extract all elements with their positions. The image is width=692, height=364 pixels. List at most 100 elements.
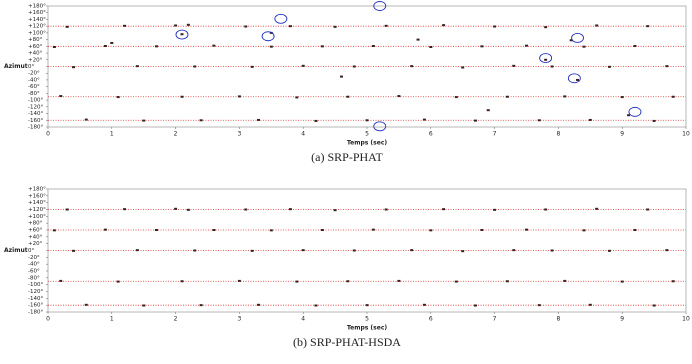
y-tick-label: -80° bbox=[28, 91, 40, 97]
x-tick-label: 9 bbox=[620, 316, 624, 323]
highlight bbox=[175, 29, 189, 40]
y-tick-label: -160° bbox=[28, 118, 43, 124]
x-tick-label: 7 bbox=[493, 131, 497, 138]
y-tick-label: -120° bbox=[28, 104, 43, 110]
y-tick-label: -180° bbox=[28, 310, 43, 316]
point bbox=[550, 65, 554, 68]
highlight bbox=[373, 121, 387, 132]
point bbox=[346, 280, 350, 283]
y-tick-label: -40° bbox=[28, 262, 40, 268]
y-tick-label: -100° bbox=[28, 98, 43, 104]
point bbox=[620, 280, 624, 283]
point bbox=[212, 44, 216, 47]
point bbox=[454, 96, 458, 99]
point bbox=[486, 109, 490, 112]
point bbox=[563, 95, 567, 98]
point bbox=[237, 279, 241, 282]
point bbox=[646, 208, 650, 211]
point bbox=[72, 66, 76, 69]
point bbox=[154, 45, 158, 48]
x-tick-label: 8 bbox=[556, 316, 560, 323]
point bbox=[665, 65, 669, 68]
point bbox=[505, 280, 509, 283]
x-tick-label: 2 bbox=[174, 316, 178, 323]
point bbox=[123, 24, 127, 27]
point bbox=[582, 45, 586, 48]
point bbox=[505, 95, 509, 98]
y-tick-label: -20° bbox=[28, 255, 40, 261]
caption: (a) SRP-PHAT bbox=[311, 150, 383, 164]
x-tick-label: 3 bbox=[237, 131, 241, 138]
point bbox=[537, 119, 541, 122]
y-tick-label: +100° bbox=[28, 30, 46, 36]
point bbox=[52, 229, 56, 232]
y-tick-label: -160° bbox=[28, 303, 43, 309]
point bbox=[352, 249, 356, 252]
y-tick-label: +160° bbox=[28, 193, 46, 199]
y-tick-label: +40° bbox=[28, 234, 43, 240]
point bbox=[103, 44, 107, 47]
point bbox=[544, 58, 548, 61]
point bbox=[65, 208, 69, 211]
point bbox=[199, 119, 203, 122]
point bbox=[180, 280, 184, 283]
point bbox=[135, 65, 139, 68]
y-axis-label: Azimut bbox=[4, 63, 28, 70]
point bbox=[371, 228, 375, 231]
y-tick-label: +120° bbox=[28, 207, 46, 213]
point bbox=[123, 208, 127, 211]
point bbox=[65, 25, 69, 28]
point bbox=[365, 119, 369, 122]
y-tick-label: -120° bbox=[28, 289, 43, 295]
point bbox=[544, 26, 548, 29]
x-axis-label: Temps (sec) bbox=[347, 325, 388, 332]
point bbox=[186, 23, 190, 26]
y-tick-label: +100° bbox=[28, 214, 46, 220]
point bbox=[525, 44, 528, 47]
point bbox=[473, 304, 477, 307]
point bbox=[480, 45, 484, 48]
point bbox=[512, 64, 516, 67]
point bbox=[295, 96, 299, 99]
highlight bbox=[274, 13, 288, 24]
point bbox=[333, 25, 337, 28]
point bbox=[512, 249, 516, 252]
point bbox=[244, 25, 248, 28]
x-tick-label: 6 bbox=[429, 316, 433, 323]
x-tick-label: 6 bbox=[429, 131, 433, 138]
y-tick-label: 0° bbox=[28, 64, 34, 70]
point bbox=[569, 39, 573, 42]
point bbox=[295, 280, 299, 283]
point bbox=[193, 65, 197, 68]
x-tick-label: 5 bbox=[365, 131, 369, 138]
x-tick-label: 10 bbox=[682, 316, 690, 323]
x-tick-label: 0 bbox=[46, 131, 50, 138]
point bbox=[288, 208, 292, 211]
point bbox=[269, 45, 273, 48]
point bbox=[320, 45, 324, 48]
x-tick-label: 3 bbox=[237, 316, 241, 323]
highlight bbox=[628, 106, 642, 117]
x-axis-label: Temps (sec) bbox=[347, 140, 388, 147]
point bbox=[633, 229, 637, 231]
point bbox=[59, 95, 63, 98]
point bbox=[620, 96, 624, 99]
point bbox=[110, 41, 114, 44]
point bbox=[250, 65, 254, 68]
y-tick-label: -80° bbox=[28, 275, 40, 281]
point bbox=[595, 24, 599, 27]
point bbox=[314, 304, 318, 307]
point bbox=[582, 229, 586, 232]
point bbox=[301, 64, 305, 67]
point bbox=[595, 207, 599, 210]
point bbox=[493, 25, 497, 28]
y-tick-label: -140° bbox=[28, 111, 43, 117]
point bbox=[563, 279, 567, 282]
point bbox=[257, 303, 261, 306]
point bbox=[397, 95, 401, 98]
point bbox=[607, 65, 611, 68]
y-tick-label: -180° bbox=[28, 125, 43, 131]
y-tick-label: +180° bbox=[28, 187, 46, 193]
point bbox=[442, 24, 446, 27]
